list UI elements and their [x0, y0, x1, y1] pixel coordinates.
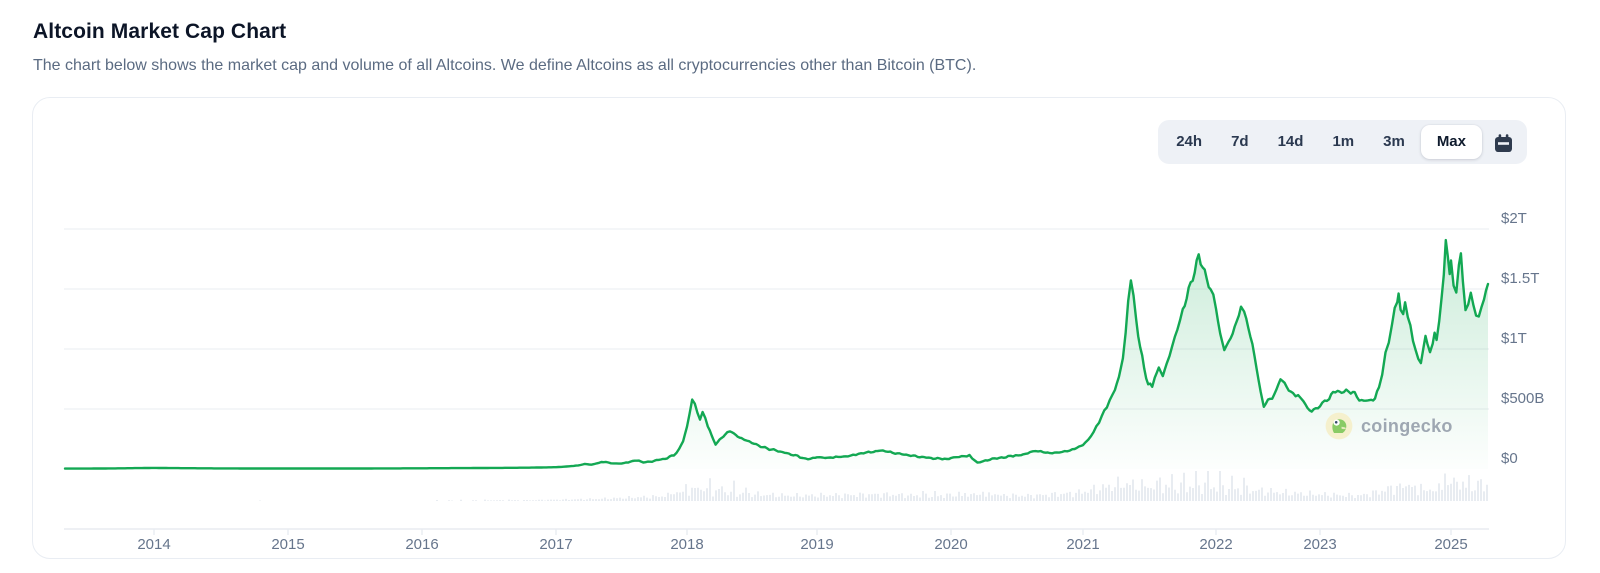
altcoin-market-cap-chart[interactable]	[33, 98, 1567, 559]
x-axis-label: 2015	[271, 536, 305, 553]
y-axis-label: $500B	[1501, 390, 1545, 407]
calendar-button[interactable]	[1485, 128, 1522, 157]
x-axis-label: 2023	[1303, 536, 1337, 553]
range-button-24h[interactable]: 24h	[1163, 125, 1215, 159]
coingecko-gecko-icon	[1325, 412, 1353, 440]
range-button-max[interactable]: Max	[1420, 125, 1482, 159]
range-toolbar: 24h 7d 14d 1m 3m Max	[1158, 120, 1527, 164]
x-axis	[64, 528, 1489, 535]
range-button-1m[interactable]: 1m	[1319, 125, 1367, 159]
range-button-14d[interactable]: 14d	[1265, 125, 1317, 159]
volume-histogram	[259, 471, 1488, 501]
line-series	[63, 238, 1490, 470]
y-axis-label: $0	[1501, 450, 1518, 467]
x-axis-label: 2014	[137, 536, 171, 553]
x-axis-label: 2017	[539, 536, 573, 553]
range-button-3m[interactable]: 3m	[1370, 125, 1418, 159]
volume-bars	[259, 471, 1488, 501]
x-axis-label: 2022	[1199, 536, 1233, 553]
chart-card: $2T $1.5T $1T $500B $0 2014 2015 2016 20…	[32, 97, 1566, 559]
x-axis-label: 2020	[934, 536, 968, 553]
page-subtitle: The chart below shows the market cap and…	[33, 57, 977, 74]
coingecko-watermark: coingecko	[1325, 412, 1453, 440]
coingecko-wordmark: coingecko	[1361, 416, 1453, 436]
range-button-7d[interactable]: 7d	[1218, 125, 1262, 159]
calendar-icon	[1495, 133, 1512, 152]
x-axis-label: 2021	[1066, 536, 1100, 553]
y-axis-label: $1T	[1501, 330, 1527, 347]
gridlines	[64, 228, 1489, 410]
area-fill	[65, 240, 1488, 469]
x-axis-label: 2016	[405, 536, 439, 553]
x-axis-label: 2018	[670, 536, 704, 553]
y-axis-label: $1.5T	[1501, 270, 1540, 287]
market-cap-area	[65, 240, 1488, 469]
page-title: Altcoin Market Cap Chart	[33, 20, 287, 43]
x-axis-label: 2025	[1434, 536, 1468, 553]
x-axis-label: 2019	[800, 536, 834, 553]
y-axis-label: $2T	[1501, 210, 1527, 227]
market-cap-line	[63, 238, 1490, 470]
